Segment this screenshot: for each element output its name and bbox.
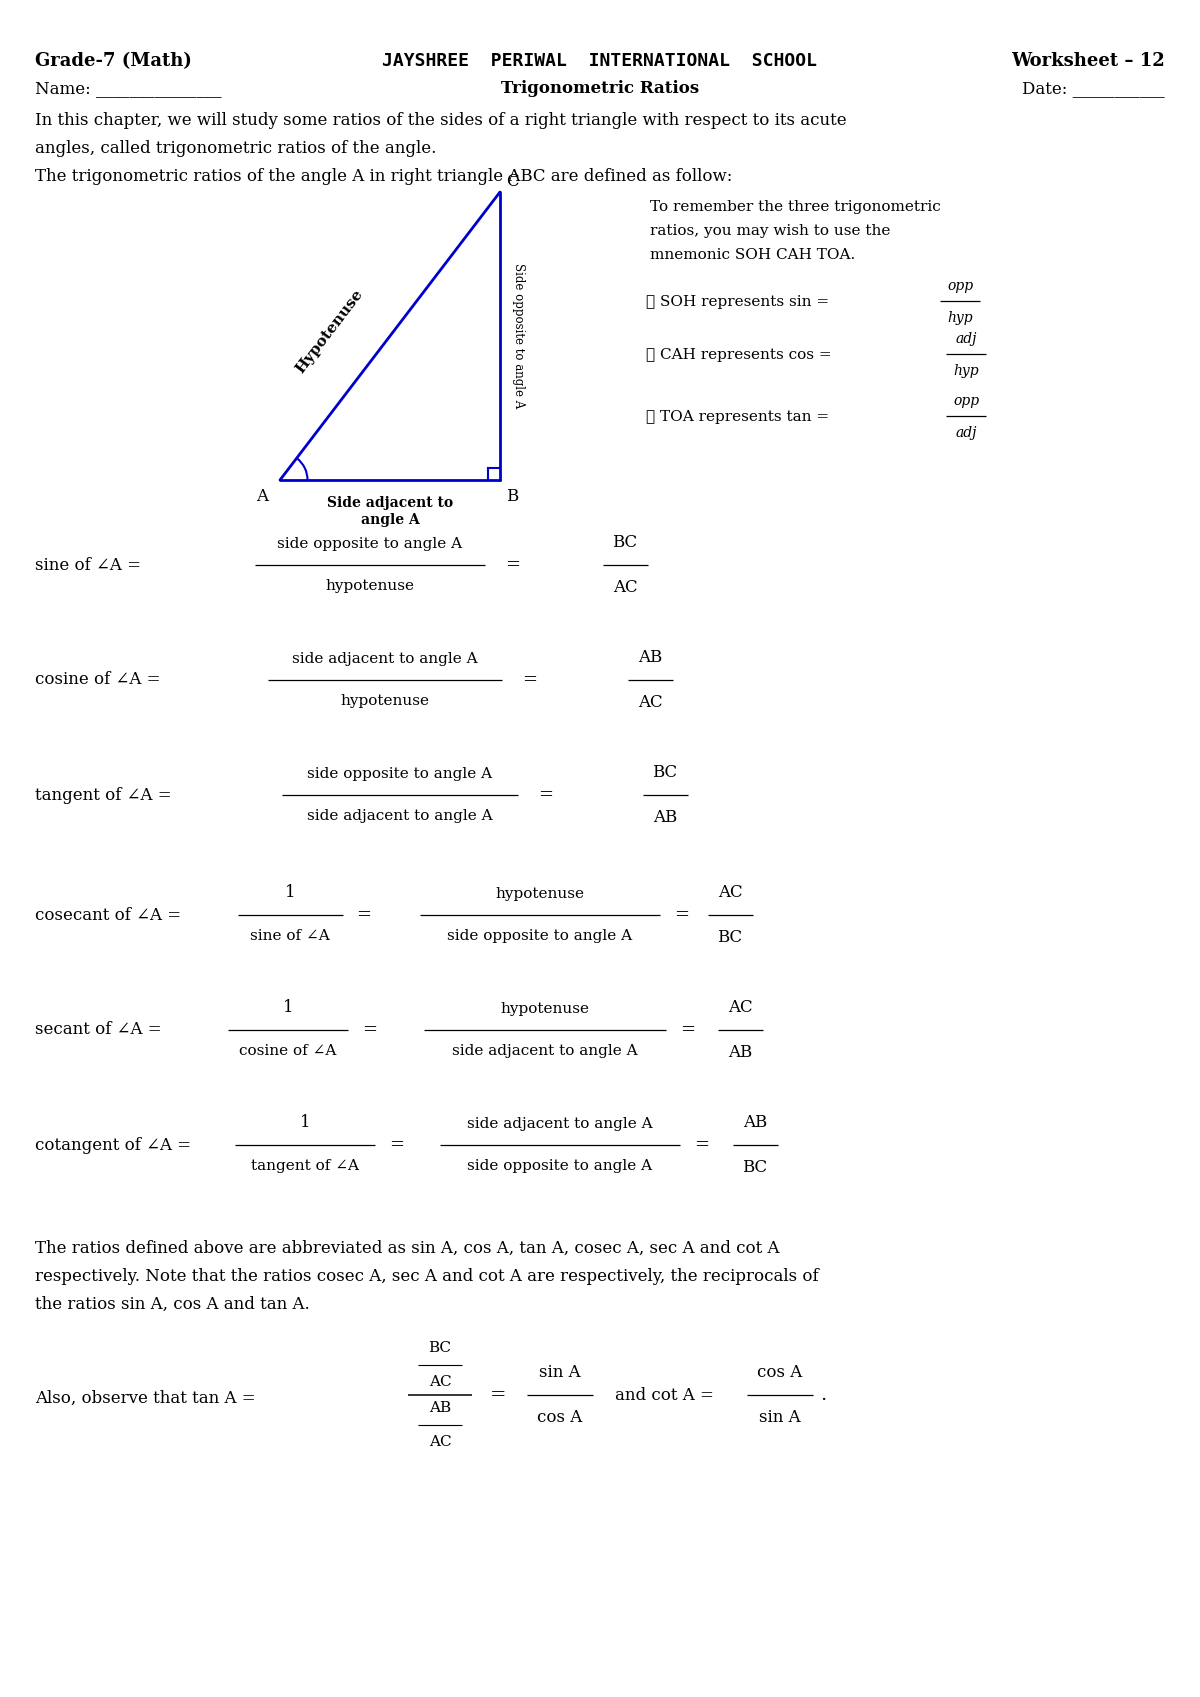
Text: Date: ___________: Date: ___________	[1022, 80, 1165, 97]
Text: BC: BC	[653, 764, 678, 781]
Text: The ratios defined above are abbreviated as sin A, cos A, tan A, cosec A, sec A : The ratios defined above are abbreviated…	[35, 1241, 780, 1257]
Text: secant of ∠A =: secant of ∠A =	[35, 1022, 162, 1039]
Text: ratios, you may wish to use the: ratios, you may wish to use the	[650, 224, 890, 238]
Text: tangent of ∠A =: tangent of ∠A =	[35, 786, 172, 803]
Text: BC: BC	[612, 535, 637, 552]
Text: hypotenuse: hypotenuse	[500, 1001, 589, 1017]
Text: side opposite to angle A: side opposite to angle A	[277, 536, 462, 552]
Text: ❖ CAH represents cos =: ❖ CAH represents cos =	[646, 348, 832, 361]
Text: side opposite to angle A: side opposite to angle A	[307, 767, 492, 781]
Text: opp: opp	[947, 278, 973, 294]
Text: side adjacent to angle A: side adjacent to angle A	[292, 652, 478, 665]
Text: side opposite to angle A: side opposite to angle A	[448, 928, 632, 944]
Text: Grade-7 (Math): Grade-7 (Math)	[35, 53, 192, 70]
Text: Worksheet – 12: Worksheet – 12	[1012, 53, 1165, 70]
Text: side opposite to angle A: side opposite to angle A	[468, 1159, 653, 1173]
Text: hyp: hyp	[953, 363, 979, 378]
Text: =: =	[674, 906, 689, 923]
Text: C: C	[506, 173, 518, 190]
Text: To remember the three trigonometric: To remember the three trigonometric	[650, 200, 941, 214]
Text: AC: AC	[428, 1436, 451, 1449]
Text: opp: opp	[953, 394, 979, 407]
Text: In this chapter, we will study some ratios of the sides of a right triangle with: In this chapter, we will study some rati…	[35, 112, 847, 129]
Text: 1: 1	[283, 1000, 293, 1017]
Text: JAYSHREE  PERIWAL  INTERNATIONAL  SCHOOL: JAYSHREE PERIWAL INTERNATIONAL SCHOOL	[383, 53, 817, 70]
Text: hypotenuse: hypotenuse	[325, 579, 414, 592]
Text: =: =	[538, 786, 553, 804]
Text: sin A: sin A	[539, 1364, 581, 1381]
Text: =: =	[362, 1022, 377, 1039]
Text: =: =	[522, 670, 538, 689]
Text: =: =	[680, 1022, 695, 1039]
Text: AB: AB	[653, 809, 677, 826]
Text: .: .	[820, 1386, 827, 1403]
Text: hypotenuse: hypotenuse	[496, 888, 584, 901]
Text: cosine of ∠A =: cosine of ∠A =	[35, 672, 161, 689]
Text: A: A	[256, 489, 268, 506]
Text: cosine of ∠A: cosine of ∠A	[239, 1044, 337, 1057]
Text: adj: adj	[955, 333, 977, 346]
Text: BC: BC	[743, 1159, 768, 1176]
Text: Side opposite to angle A: Side opposite to angle A	[511, 263, 524, 409]
Text: mnemonic SOH CAH TOA.: mnemonic SOH CAH TOA.	[650, 248, 856, 261]
Text: =: =	[356, 906, 371, 923]
Text: side adjacent to angle A: side adjacent to angle A	[307, 809, 493, 823]
Text: =: =	[694, 1135, 709, 1154]
Text: 1: 1	[300, 1113, 311, 1130]
Text: AC: AC	[428, 1375, 451, 1390]
Text: Hypotenuse: Hypotenuse	[293, 287, 366, 377]
Text: adj: adj	[955, 426, 977, 440]
Text: angles, called trigonometric ratios of the angle.: angles, called trigonometric ratios of t…	[35, 139, 437, 158]
Text: AC: AC	[718, 884, 743, 901]
Text: AB: AB	[728, 1044, 752, 1061]
Text: hyp: hyp	[947, 311, 973, 326]
Text: sin A: sin A	[760, 1409, 800, 1425]
Text: AB: AB	[428, 1402, 451, 1415]
Text: cos A: cos A	[757, 1364, 803, 1381]
Text: AC: AC	[613, 579, 637, 596]
Text: respectively. Note that the ratios cosec A, sec A and cot A are respectively, th: respectively. Note that the ratios cosec…	[35, 1268, 818, 1285]
Text: sine of ∠A: sine of ∠A	[250, 928, 330, 944]
Text: Side adjacent to: Side adjacent to	[326, 496, 454, 511]
Text: Also, observe that tan A =: Also, observe that tan A =	[35, 1390, 256, 1407]
Text: AB: AB	[743, 1113, 767, 1130]
Text: side adjacent to angle A: side adjacent to angle A	[452, 1044, 638, 1057]
Text: cotangent of ∠A =: cotangent of ∠A =	[35, 1137, 191, 1154]
Text: The trigonometric ratios of the angle A in right triangle ABC are defined as fol: The trigonometric ratios of the angle A …	[35, 168, 732, 185]
Text: Trigonometric Ratios: Trigonometric Ratios	[500, 80, 700, 97]
Text: =: =	[490, 1386, 506, 1403]
Text: and cot A =: and cot A =	[616, 1386, 714, 1403]
Text: hypotenuse: hypotenuse	[341, 694, 430, 708]
Text: side adjacent to angle A: side adjacent to angle A	[467, 1117, 653, 1130]
Text: tangent of ∠A: tangent of ∠A	[251, 1159, 359, 1173]
Text: cosecant of ∠A =: cosecant of ∠A =	[35, 906, 181, 923]
Text: =: =	[389, 1135, 404, 1154]
Text: ❖ TOA represents tan =: ❖ TOA represents tan =	[646, 411, 829, 424]
Text: ❖ SOH represents sin =: ❖ SOH represents sin =	[646, 295, 829, 309]
Text: AC: AC	[637, 694, 662, 711]
Text: B: B	[506, 489, 518, 506]
Text: AB: AB	[638, 648, 662, 665]
Text: 1: 1	[284, 884, 295, 901]
Text: AC: AC	[727, 1000, 752, 1017]
Text: cos A: cos A	[538, 1409, 583, 1425]
Text: angle A: angle A	[361, 512, 419, 528]
Text: the ratios sin A, cos A and tan A.: the ratios sin A, cos A and tan A.	[35, 1297, 310, 1313]
Text: Name: _______________: Name: _______________	[35, 80, 222, 97]
Text: sine of ∠A =: sine of ∠A =	[35, 557, 142, 574]
Text: BC: BC	[428, 1341, 451, 1354]
Text: BC: BC	[718, 928, 743, 945]
Text: =: =	[505, 557, 520, 574]
